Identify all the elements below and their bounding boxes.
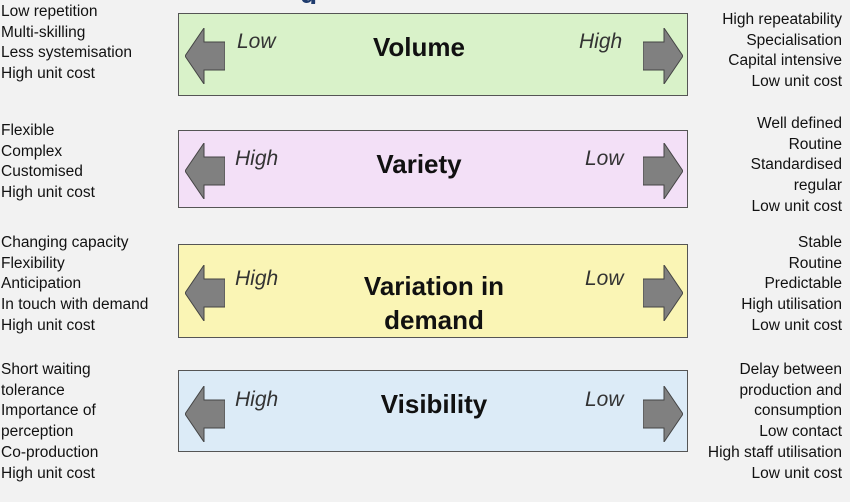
visibility-high-label: High	[235, 388, 279, 411]
volume-right-traits: High repeatability Specialisation Capita…	[722, 10, 842, 93]
trait-text: Flexibility	[1, 254, 65, 272]
variation-low-label: Low	[585, 267, 624, 290]
volume-high-label: High	[579, 30, 623, 53]
left-arrow-icon	[185, 265, 225, 321]
trait-text: High repeatability	[722, 11, 842, 28]
trait-text: tolerance	[1, 381, 65, 399]
volume-band: Low Volume High	[178, 13, 688, 96]
visibility-left-traits: Short waiting tolerance Importance of pe…	[1, 360, 98, 484]
trait-text: consumption	[754, 402, 842, 420]
trait-text: Flexible	[1, 122, 55, 139]
trait-text: Customised	[1, 163, 83, 181]
trait-text: Specialisation	[746, 31, 842, 49]
visibility-right-traits: Delay between production and consumption…	[708, 360, 842, 484]
variation-right-traits: Stable Routine Predictable High utilisat…	[741, 233, 842, 337]
trait-text: perception	[1, 423, 74, 441]
variety-band: High Variety Low	[178, 130, 688, 208]
trait-text: High unit cost	[1, 65, 95, 83]
right-arrow-icon	[643, 386, 683, 442]
left-arrow-icon	[185, 386, 225, 442]
trait-text: Changing capacity	[1, 234, 129, 251]
variety-high-label: High	[235, 147, 279, 170]
trait-text: Routine	[788, 254, 842, 272]
trait-text: Complex	[1, 142, 63, 160]
trait-text: Low unit cost	[751, 464, 842, 482]
right-arrow-icon	[643, 143, 683, 199]
variation-dimension-title: Variation in demand	[329, 269, 539, 337]
trait-text: Anticipation	[1, 275, 82, 293]
trait-text: regular	[793, 177, 842, 195]
title-line: demand	[384, 305, 484, 335]
variation-in-demand-band: High Variation in demand Low	[178, 244, 688, 338]
left-arrow-icon	[185, 28, 225, 84]
volume-dimension-title: Volume	[373, 32, 465, 62]
trait-text: Standardised	[750, 156, 842, 174]
trait-text: Short waiting	[1, 361, 91, 378]
right-arrow-icon	[643, 28, 683, 84]
trait-text: Low unit cost	[751, 316, 842, 334]
trait-text: Low unit cost	[751, 197, 842, 215]
trait-text: Well defined	[756, 115, 842, 132]
trait-text: High utilisation	[741, 296, 842, 314]
trait-text: Routine	[788, 135, 842, 153]
slide-title-fragment: g	[300, 0, 380, 4]
trait-text: High unit cost	[1, 184, 95, 202]
trait-text: Delay between	[739, 361, 842, 378]
variety-dimension-title: Variety	[376, 149, 462, 179]
trait-text: Low unit cost	[751, 73, 842, 91]
trait-text: Less systemisation	[1, 44, 132, 62]
visibility-band: High Visibility Low	[178, 370, 688, 452]
variation-left-traits: Changing capacity Flexibility Anticipati…	[1, 233, 148, 337]
volume-left-traits: Low repetition Multi-skilling Less syste…	[1, 2, 132, 85]
trait-text: Co-production	[1, 443, 99, 461]
trait-text: Capital intensive	[728, 52, 842, 70]
trait-text: Predictable	[764, 275, 842, 293]
trait-text: Multi-skilling	[1, 23, 86, 41]
visibility-low-label: Low	[585, 388, 624, 411]
trait-text: High unit cost	[1, 464, 95, 482]
right-arrow-icon	[643, 265, 683, 321]
trait-text: Low repetition	[1, 3, 98, 20]
variation-high-label: High	[235, 267, 279, 290]
trait-text: In touch with demand	[1, 296, 149, 314]
variety-left-traits: Flexible Complex Customised High unit co…	[1, 121, 95, 204]
variety-right-traits: Well defined Routine Standardised regula…	[751, 114, 842, 218]
trait-text: Importance of	[1, 402, 96, 420]
trait-text: production and	[739, 381, 842, 399]
left-arrow-icon	[185, 143, 225, 199]
trait-text: Stable	[798, 234, 842, 251]
trait-text: Low contact	[759, 423, 842, 441]
variety-low-label: Low	[585, 147, 624, 170]
trait-text: High staff utilisation	[707, 443, 842, 461]
visibility-dimension-title: Visibility	[380, 389, 488, 419]
volume-low-label: Low	[237, 30, 276, 53]
trait-text: High unit cost	[1, 316, 95, 334]
title-line: Variation in	[363, 271, 505, 301]
